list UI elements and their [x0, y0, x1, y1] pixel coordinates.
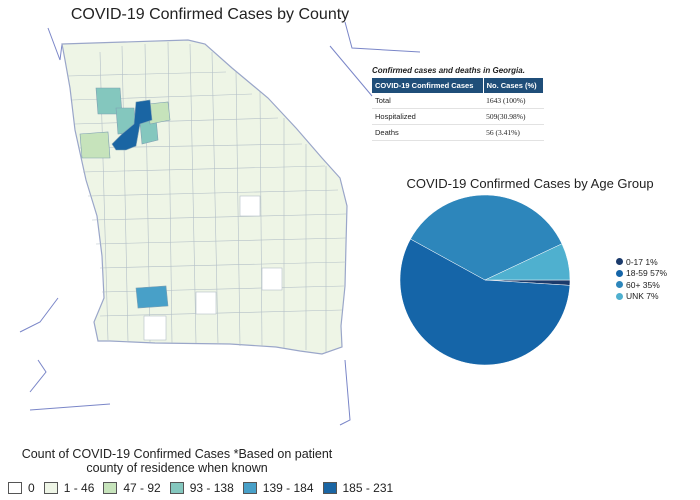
- table-cell: Deaths: [372, 124, 484, 141]
- scale-item: 185 - 231: [322, 481, 394, 495]
- stats-header-cell: COVID-19 Confirmed Cases: [372, 78, 484, 93]
- legend-item: 0-17 1%: [616, 256, 667, 268]
- stats-header-row: COVID-19 Confirmed Cases No. Cases (%): [372, 78, 545, 93]
- legend-swatch: [616, 258, 623, 266]
- pie-chart-title: COVID-19 Confirmed Cases by Age Group: [406, 176, 654, 191]
- scale-swatch: [322, 482, 337, 494]
- legend-swatch: [616, 281, 623, 289]
- scale-label: 47 - 92: [123, 481, 161, 495]
- legend-item: UNK 7%: [616, 291, 667, 303]
- map-color-scale: 0 1 - 46 47 - 92 93 - 138 139 - 184 185 …: [8, 481, 402, 495]
- legend-label: 0-17 1%: [626, 256, 658, 267]
- table-row: Deaths 56 (3.41%): [372, 124, 544, 141]
- stats-table-block: Confirmed cases and deaths in Georgia. C…: [372, 66, 545, 141]
- pie-legend: 0-17 1% 18-59 57% 60+ 35% UNK 7%: [616, 256, 667, 302]
- scale-label: 185 - 231: [342, 481, 394, 495]
- scale-label: 0: [28, 481, 35, 495]
- scale-item: 1 - 46: [43, 481, 95, 495]
- legend-item: 60+ 35%: [616, 279, 667, 291]
- scale-item: 139 - 184: [242, 481, 314, 495]
- legend-label: 18-59 57%: [626, 268, 668, 279]
- stats-caption: Confirmed cases and deaths in Georgia.: [372, 66, 525, 75]
- scale-item: 93 - 138: [169, 481, 234, 495]
- pie-slice-1: [400, 238, 571, 365]
- scale-swatch: [43, 482, 58, 494]
- scale-swatch: [242, 482, 257, 494]
- stats-table: COVID-19 Confirmed Cases No. Cases (%) T…: [372, 78, 545, 141]
- state-border-lines: [19, 21, 420, 426]
- legend-label: 60+ 35%: [626, 279, 660, 290]
- scale-swatch: [103, 482, 118, 494]
- scale-swatch: [169, 482, 184, 494]
- table-row: Hospitalized 509(30.98%): [372, 108, 544, 125]
- age-group-pie-chart: [400, 195, 571, 365]
- map-legend-title-line: Count of COVID-19 Confirmed Cases *Based…: [21, 447, 333, 461]
- scale-label: 1 - 46: [63, 481, 95, 495]
- legend-item: 18-59 57%: [616, 268, 667, 280]
- legend-swatch: [616, 292, 623, 300]
- map-legend-title: Count of COVID-19 Confirmed Cases *Based…: [12, 447, 342, 475]
- table-row: Total 1643 (100%): [372, 93, 544, 109]
- scale-label: 139 - 184: [262, 481, 314, 495]
- table-cell: 56 (3.41%): [483, 124, 544, 141]
- table-cell: Hospitalized: [372, 108, 484, 125]
- map-title: COVID-19 Confirmed Cases by County: [70, 6, 350, 23]
- zero-case-counties: [143, 195, 283, 341]
- scale-label: 93 - 138: [189, 481, 234, 495]
- map-legend-title-line: county of residence when known: [86, 461, 268, 475]
- table-cell: 509(30.98%): [483, 108, 544, 125]
- shaded-counties: [79, 87, 171, 309]
- table-cell: 1643 (100%): [483, 93, 544, 109]
- legend-swatch: [616, 269, 623, 277]
- georgia-county-map: [19, 21, 420, 426]
- scale-swatch: [8, 482, 22, 494]
- table-cell: Total: [372, 93, 484, 109]
- pie-slice-3: [484, 243, 571, 281]
- scale-item: 0: [8, 481, 35, 495]
- stats-header-cell: No. Cases (%): [483, 78, 545, 93]
- scale-item: 47 - 92: [103, 481, 161, 495]
- legend-label: UNK 7%: [626, 291, 659, 302]
- pie-slice-2: [410, 195, 563, 281]
